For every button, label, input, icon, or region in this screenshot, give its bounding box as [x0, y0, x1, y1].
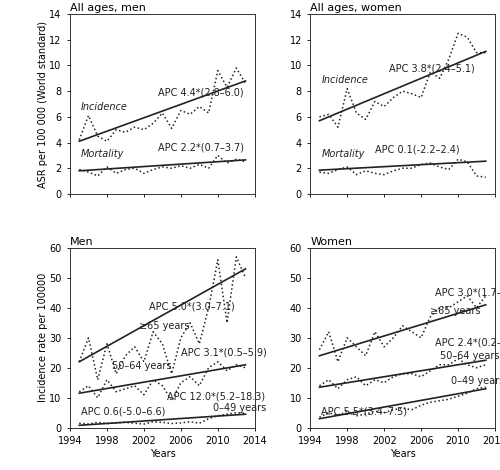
Text: APC 2.4*(0.2–4.7): APC 2.4*(0.2–4.7) — [435, 337, 500, 347]
Text: APC 12.0*(5.2–18.3): APC 12.0*(5.2–18.3) — [167, 391, 265, 401]
Y-axis label: Incidence rate per 100000: Incidence rate per 100000 — [38, 273, 48, 402]
Text: ≥65 years: ≥65 years — [430, 306, 481, 316]
Text: All ages, women: All ages, women — [310, 3, 402, 13]
Text: 50–64 years: 50–64 years — [112, 361, 171, 371]
Text: 0–49 years: 0–49 years — [450, 376, 500, 386]
X-axis label: Years: Years — [150, 449, 176, 459]
Text: All ages, men: All ages, men — [70, 3, 146, 13]
Text: APC 0.1(-2.2–2.4): APC 0.1(-2.2–2.4) — [375, 145, 460, 155]
Text: Men: Men — [70, 237, 94, 247]
X-axis label: Years: Years — [390, 449, 415, 459]
Text: 50–64 years: 50–64 years — [440, 351, 499, 361]
Text: APC 5.5*(3.4–7.5): APC 5.5*(3.4–7.5) — [322, 406, 408, 416]
Text: 0–49 years: 0–49 years — [213, 403, 266, 413]
Text: Mortality: Mortality — [81, 149, 124, 159]
Text: APC 3.0*(1.7–4.4): APC 3.0*(1.7–4.4) — [435, 288, 500, 298]
Text: Mortality: Mortality — [322, 149, 364, 159]
Text: APC 0.6(-5.0–6.6): APC 0.6(-5.0–6.6) — [81, 406, 166, 416]
Text: Women: Women — [310, 237, 352, 247]
Y-axis label: ASR per 100 000 (World standard): ASR per 100 000 (World standard) — [38, 21, 48, 188]
Text: APC 4.4*(2.8–6.0): APC 4.4*(2.8–6.0) — [158, 87, 244, 97]
Text: Incidence: Incidence — [322, 76, 368, 86]
Text: Incidence: Incidence — [81, 102, 128, 112]
Text: APC 3.1*(0.5–5.9): APC 3.1*(0.5–5.9) — [181, 348, 266, 358]
Text: APC 5.0*(3.0–7.1): APC 5.0*(3.0–7.1) — [148, 301, 234, 311]
Text: APC 2.2*(0.7–3.7): APC 2.2*(0.7–3.7) — [158, 142, 244, 152]
Text: APC 3.8*(2.4–5.1): APC 3.8*(2.4–5.1) — [389, 64, 474, 74]
Text: ≥65 years: ≥65 years — [140, 321, 190, 331]
